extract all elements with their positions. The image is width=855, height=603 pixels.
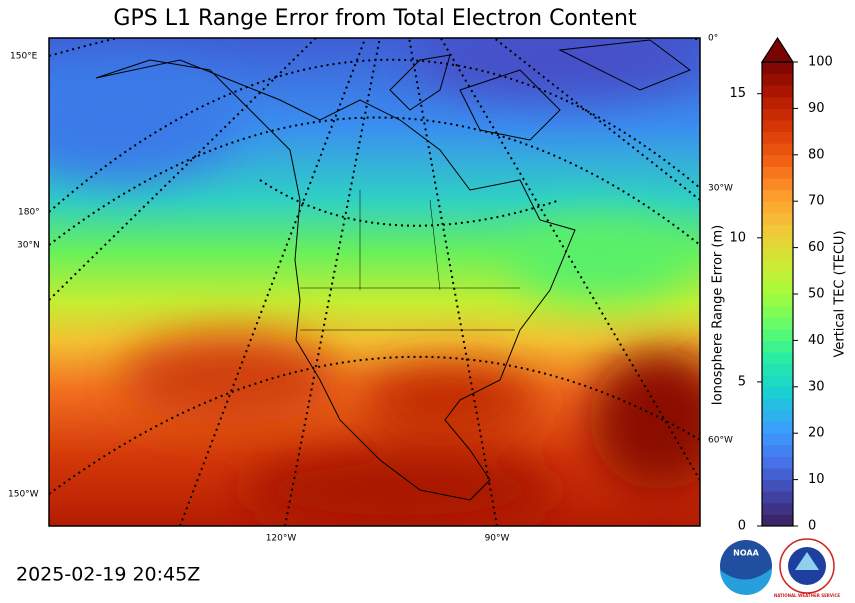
colorbar-band <box>762 340 793 353</box>
colorbar-band <box>762 270 793 283</box>
colorbar-band <box>762 189 793 202</box>
colorbar-band <box>762 120 793 133</box>
map-frame <box>48 37 701 527</box>
nws-logo: NATIONAL WEATHER SERVICE <box>774 538 841 598</box>
colorbar-extend <box>760 36 795 63</box>
coastline <box>95 59 576 501</box>
borders <box>300 190 520 331</box>
colorbar-band <box>762 212 793 225</box>
colorbar-band <box>762 421 793 434</box>
graticule-labels: 150°E 180° 30°N 150°W 120°W 90°W 0° 30°W… <box>8 34 733 544</box>
colorbar-band <box>762 375 793 388</box>
graticule-label: 0° <box>708 34 718 44</box>
colorbar-band <box>762 433 793 446</box>
colorbar-band <box>762 328 793 341</box>
colorbar-band <box>762 386 793 399</box>
y2-tick-label: 15 <box>729 86 746 101</box>
colorbar-tick-label: 0 <box>808 519 816 534</box>
colorbar-band <box>762 143 793 156</box>
graticule-label: 90°W <box>485 534 510 544</box>
colorbar: 0 10 20 30 40 50 60 70 80 90 100 0 5 10 15 <box>729 36 833 534</box>
colorbar-band <box>762 166 793 179</box>
colorbar-band <box>762 468 793 481</box>
colorbar-band <box>762 294 793 307</box>
colorbar-band <box>762 96 793 109</box>
colorbar-band <box>762 491 793 504</box>
graticule-label: 120°W <box>266 534 297 544</box>
noaa-logo: NOAA <box>720 540 773 596</box>
colorbar-band <box>762 410 793 423</box>
colorbar-tick-label: 10 <box>808 472 825 487</box>
timestamp: 2025-02-19 20:45Z <box>16 564 200 586</box>
colorbar-tick-label: 60 <box>808 240 825 255</box>
colorbar-band <box>762 317 793 330</box>
colorbar-band <box>762 201 793 214</box>
logo-text: NATIONAL WEATHER SERVICE <box>774 593 841 598</box>
colorbar-band <box>762 224 793 237</box>
logo-text: NOAA <box>733 549 759 558</box>
colorbar-tick-label: 90 <box>808 101 825 116</box>
colorbar-tick-label: 50 <box>808 287 825 302</box>
y2-axis-label: Ionosphere Range Error (m) <box>711 225 726 405</box>
colorbar-band <box>762 108 793 121</box>
y2-tick-label: 5 <box>738 374 746 389</box>
colorbar-tick-label: 40 <box>808 333 825 348</box>
graticule-label: 30°N <box>17 241 40 251</box>
colorbar-tick-label: 30 <box>808 379 825 394</box>
colorbar-band <box>762 305 793 318</box>
colorbar-tick-label: 80 <box>808 147 825 162</box>
colorbar-band <box>762 363 793 376</box>
colorbar-tick-label: 20 <box>808 426 825 441</box>
colorbar-tick-label: 100 <box>808 55 833 70</box>
colorbar-band <box>762 154 793 167</box>
graticule-label: 180° <box>18 208 40 218</box>
colorbar-band <box>762 259 793 272</box>
y2-tick-label: 10 <box>729 230 746 245</box>
colorbar-band <box>762 131 793 144</box>
colorbar-band <box>762 236 793 249</box>
colorbar-band <box>762 444 793 457</box>
map <box>49 38 700 526</box>
graticule-label: 150°W <box>8 490 39 500</box>
graticule-label: 60°W <box>708 436 733 446</box>
colorbar-band <box>762 85 793 98</box>
colorbar-band <box>762 247 793 260</box>
colorbar-tick-label: 70 <box>808 194 825 209</box>
colorbar-band <box>762 352 793 365</box>
colorbar-band <box>762 514 793 527</box>
colorbar-band <box>762 178 793 191</box>
colorbar-band <box>762 282 793 295</box>
colorbar-band <box>762 398 793 411</box>
colorbar-band <box>762 456 793 469</box>
colorbar-label: Vertical TEC (TECU) <box>833 230 848 357</box>
title: GPS L1 Range Error from Total Electron C… <box>113 6 637 31</box>
graticule <box>49 38 700 526</box>
y2-tick-label: 0 <box>738 519 746 534</box>
arctic-islands <box>389 39 692 141</box>
colorbar-band <box>762 62 793 75</box>
colorbar-band <box>762 502 793 515</box>
colorbar-band <box>762 479 793 492</box>
colorbar-band <box>762 73 793 86</box>
graticule-label: 150°E <box>10 52 38 62</box>
graticule-label: 30°W <box>708 184 733 194</box>
